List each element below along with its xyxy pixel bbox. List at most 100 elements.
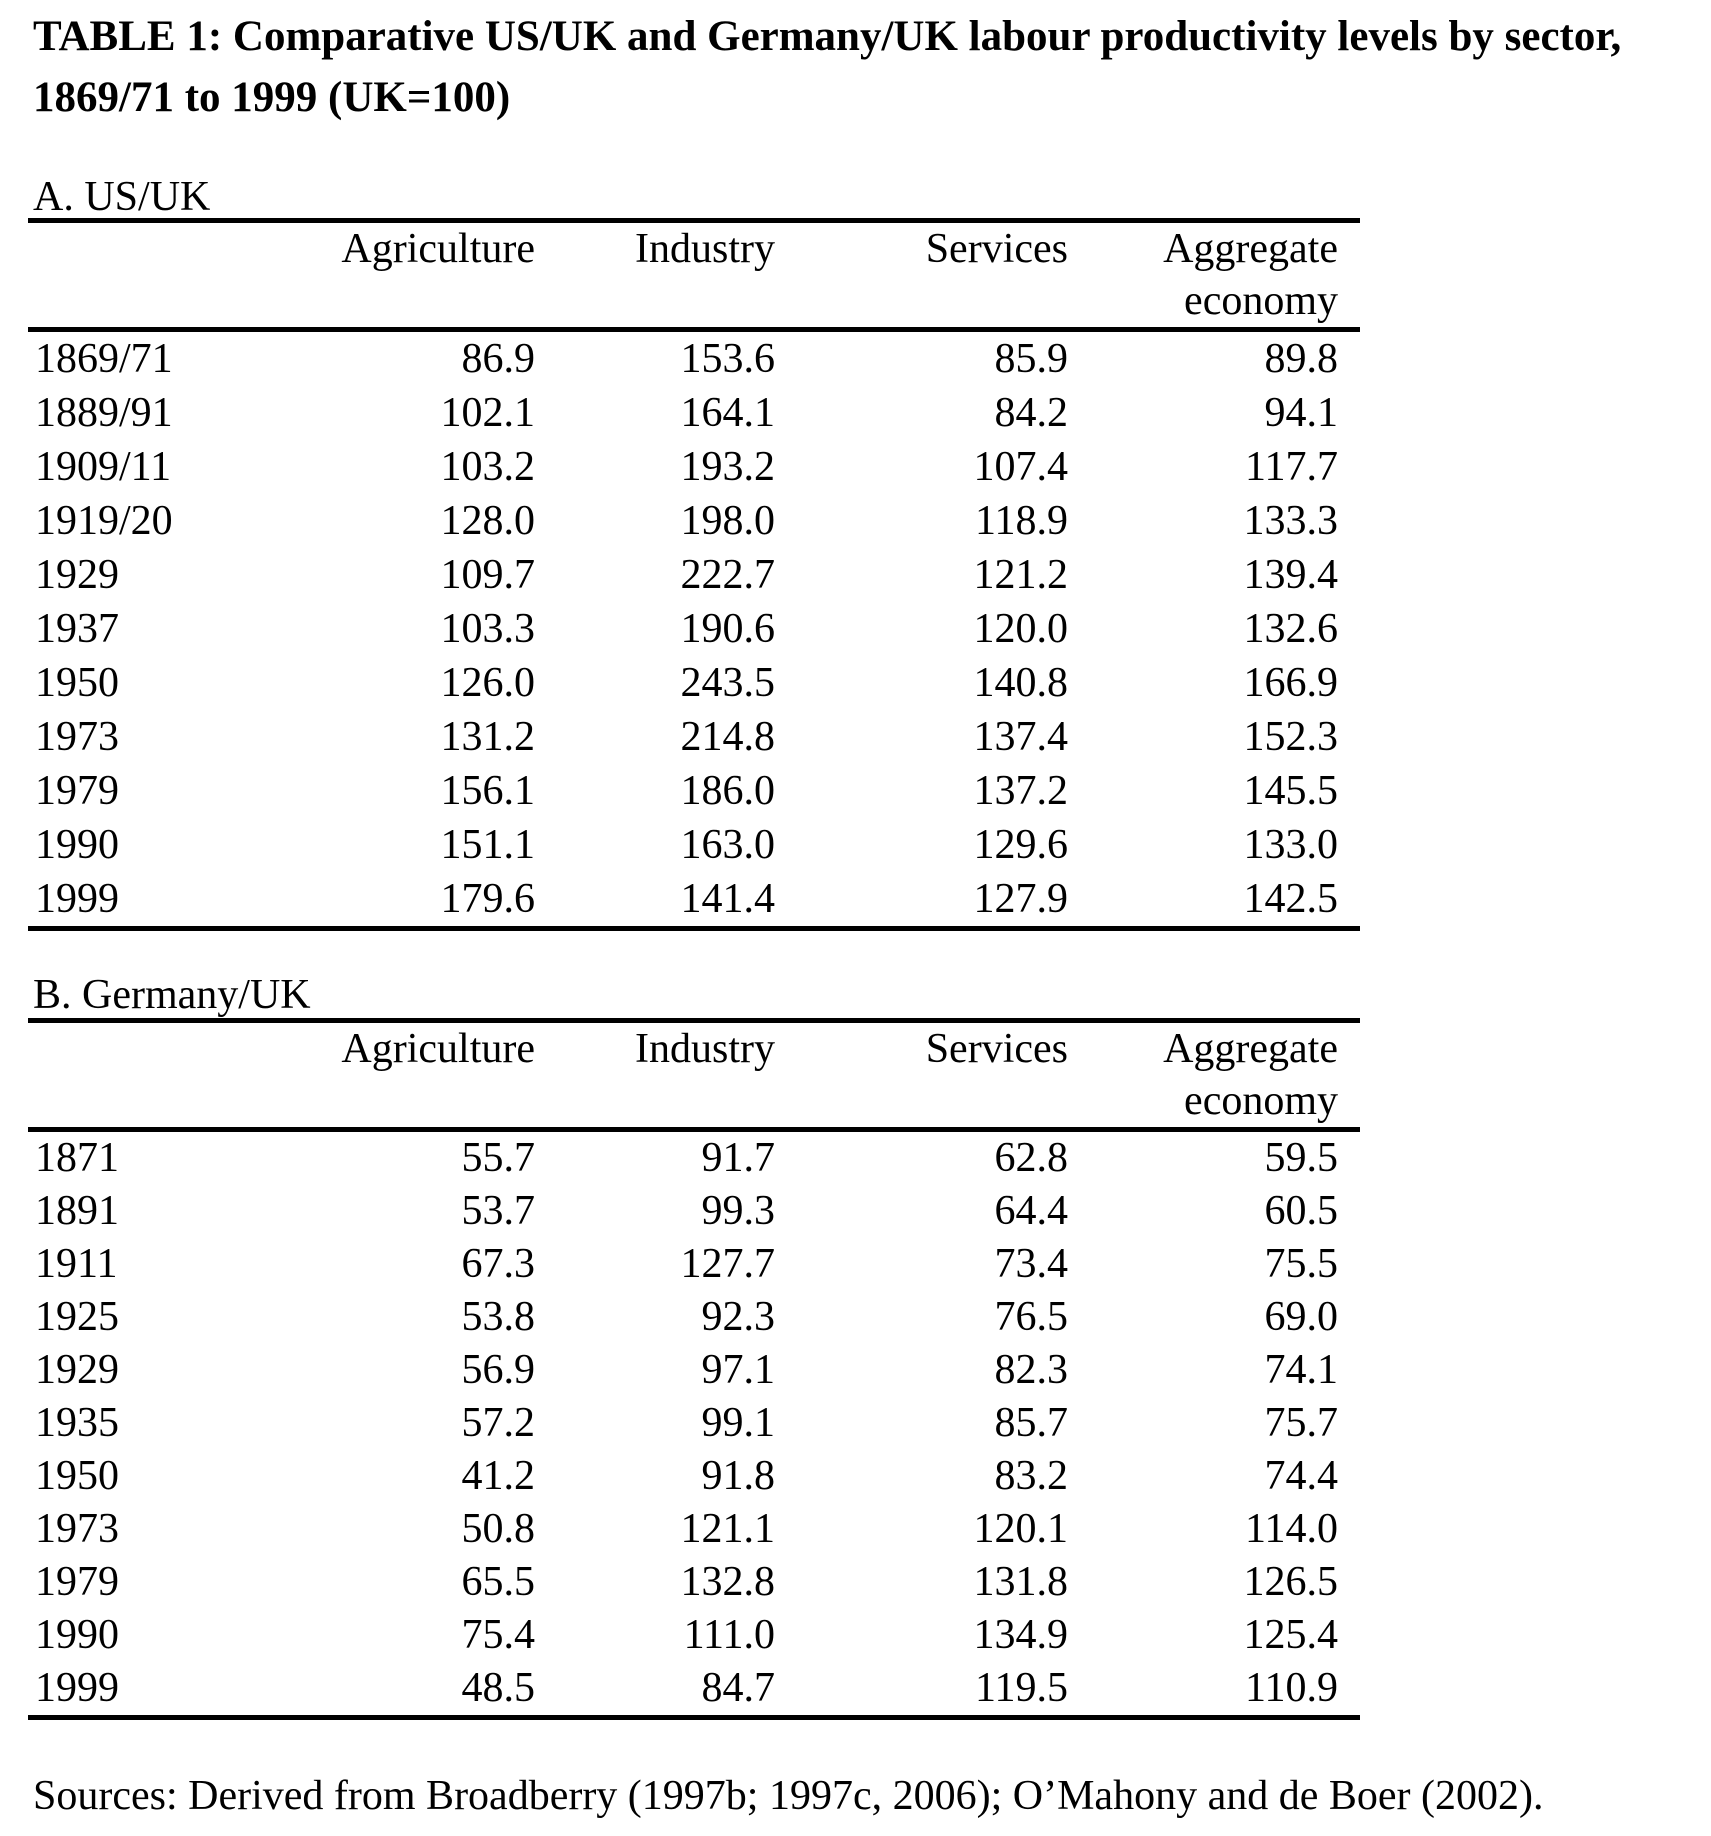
row-value: 92.3: [701, 1294, 776, 1340]
table-row: 1909/11 103.2 193.2 107.4 117.7: [28, 440, 1360, 494]
table-title-line-2: 1869/71 to 1999 (UK=100): [33, 74, 511, 121]
row-year: 1911: [35, 1241, 118, 1287]
table-row: 1891 53.7 99.3 64.4 60.5: [28, 1185, 1360, 1238]
row-value: 156.1: [440, 768, 536, 814]
row-value: 85.9: [994, 336, 1069, 382]
row-value: 48.5: [461, 1665, 536, 1711]
table-row: 1990 151.1 163.0 129.6 133.0: [28, 818, 1360, 872]
row-value: 76.5: [994, 1294, 1069, 1340]
row-value: 53.7: [461, 1188, 536, 1234]
column-header-industry: Industry: [535, 1020, 775, 1132]
row-value: 126.5: [1243, 1559, 1339, 1605]
row-value: 74.1: [1264, 1347, 1339, 1393]
table-title-line-1: TABLE 1: Comparative US/UK and Germany/U…: [33, 13, 1622, 60]
row-value: 131.8: [973, 1559, 1069, 1605]
row-year: 1925: [35, 1294, 119, 1340]
row-year: 1990: [35, 1612, 119, 1658]
row-value: 94.1: [1264, 390, 1339, 436]
row-year: 1919/20: [35, 498, 173, 544]
row-value: 85.7: [994, 1400, 1069, 1446]
table-row: 1871 55.7 91.7 62.8 59.5: [28, 1130, 1360, 1186]
row-year: 1979: [35, 768, 119, 814]
row-year: 1871: [35, 1135, 119, 1181]
row-year: 1929: [35, 1347, 119, 1393]
row-value: 190.6: [680, 606, 776, 652]
row-year: 1950: [35, 660, 119, 706]
column-header-services: Services: [775, 1020, 1068, 1132]
row-value: 74.4: [1264, 1453, 1339, 1499]
row-value: 103.2: [440, 444, 536, 490]
row-value: 55.7: [461, 1135, 536, 1181]
row-year: 1950: [35, 1453, 119, 1499]
table-row: 1929 56.9 97.1 82.3 74.1: [28, 1344, 1360, 1397]
row-value: 69.0: [1264, 1294, 1339, 1340]
row-value: 57.2: [461, 1400, 536, 1446]
row-value: 127.9: [973, 876, 1069, 922]
row-year: 1973: [35, 1506, 119, 1552]
row-value: 186.0: [680, 768, 776, 814]
row-value: 121.2: [973, 552, 1069, 598]
table-row: 1950 41.2 91.8 83.2 74.4: [28, 1450, 1360, 1503]
row-value: 99.1: [701, 1400, 776, 1446]
row-value: 41.2: [461, 1453, 536, 1499]
row-value: 89.8: [1264, 336, 1339, 382]
row-year: 1929: [35, 552, 119, 598]
row-value: 139.4: [1243, 552, 1339, 598]
row-value: 163.0: [680, 822, 776, 868]
row-value: 91.7: [701, 1135, 776, 1181]
row-year: 1889/91: [35, 390, 173, 436]
row-value: 119.5: [975, 1665, 1068, 1711]
row-value: 118.9: [975, 498, 1068, 544]
row-value: 126.0: [440, 660, 536, 706]
row-year: 1973: [35, 714, 119, 760]
table-title: TABLE 1: Comparative US/UK and Germany/U…: [33, 6, 1621, 128]
row-value: 243.5: [680, 660, 776, 706]
row-value: 141.4: [680, 876, 776, 922]
column-header-year: [28, 1020, 308, 1132]
row-value: 75.4: [461, 1612, 536, 1658]
row-value: 140.8: [973, 660, 1069, 706]
table-us-uk: Agriculture Industry Services Aggregate …: [28, 218, 1360, 931]
row-value: 114.0: [1245, 1506, 1338, 1552]
row-value: 102.1: [440, 390, 536, 436]
row-value: 120.0: [973, 606, 1069, 652]
row-year: 1979: [35, 1559, 119, 1605]
row-value: 198.0: [680, 498, 776, 544]
column-header-aggregate-economy: Aggregate economy: [1068, 220, 1360, 332]
panel-a-heading: A. US/UK: [33, 174, 211, 220]
row-value: 151.1: [440, 822, 536, 868]
row-year: 1891: [35, 1188, 119, 1234]
row-value: 62.8: [994, 1135, 1069, 1181]
column-header-year: [28, 220, 308, 332]
row-value: 56.9: [461, 1347, 536, 1393]
row-value: 109.7: [440, 552, 536, 598]
header-row: Agriculture Industry Services Aggregate …: [28, 220, 1360, 332]
row-value: 84.7: [701, 1665, 776, 1711]
row-value: 152.3: [1243, 714, 1339, 760]
row-value: 103.3: [440, 606, 536, 652]
row-value: 145.5: [1243, 768, 1339, 814]
row-value: 132.6: [1243, 606, 1339, 652]
row-value: 110.9: [1245, 1665, 1338, 1711]
row-year: 1909/11: [35, 444, 172, 490]
row-value: 120.1: [973, 1506, 1069, 1552]
row-value: 65.5: [461, 1559, 536, 1605]
table-row: 1919/20 128.0 198.0 118.9 133.3: [28, 494, 1360, 548]
row-value: 222.7: [680, 552, 776, 598]
row-value: 142.5: [1243, 876, 1339, 922]
row-year: 1869/71: [35, 336, 173, 382]
row-value: 164.1: [680, 390, 776, 436]
row-value: 132.8: [680, 1559, 776, 1605]
row-value: 127.7: [680, 1241, 776, 1287]
row-year: 1999: [35, 1665, 119, 1711]
source-note: Sources: Derived from Broadberry (1997b;…: [33, 1773, 1544, 1819]
row-value: 75.7: [1264, 1400, 1339, 1446]
row-value: 193.2: [680, 444, 776, 490]
row-value: 99.3: [701, 1188, 776, 1234]
table-row: 1979 156.1 186.0 137.2 145.5: [28, 764, 1360, 818]
row-value: 131.2: [440, 714, 536, 760]
row-value: 111.0: [683, 1612, 775, 1658]
table-row: 1979 65.5 132.8 131.8 126.5: [28, 1556, 1360, 1609]
table-row: 1929 109.7 222.7 121.2 139.4: [28, 548, 1360, 602]
row-value: 82.3: [994, 1347, 1069, 1393]
